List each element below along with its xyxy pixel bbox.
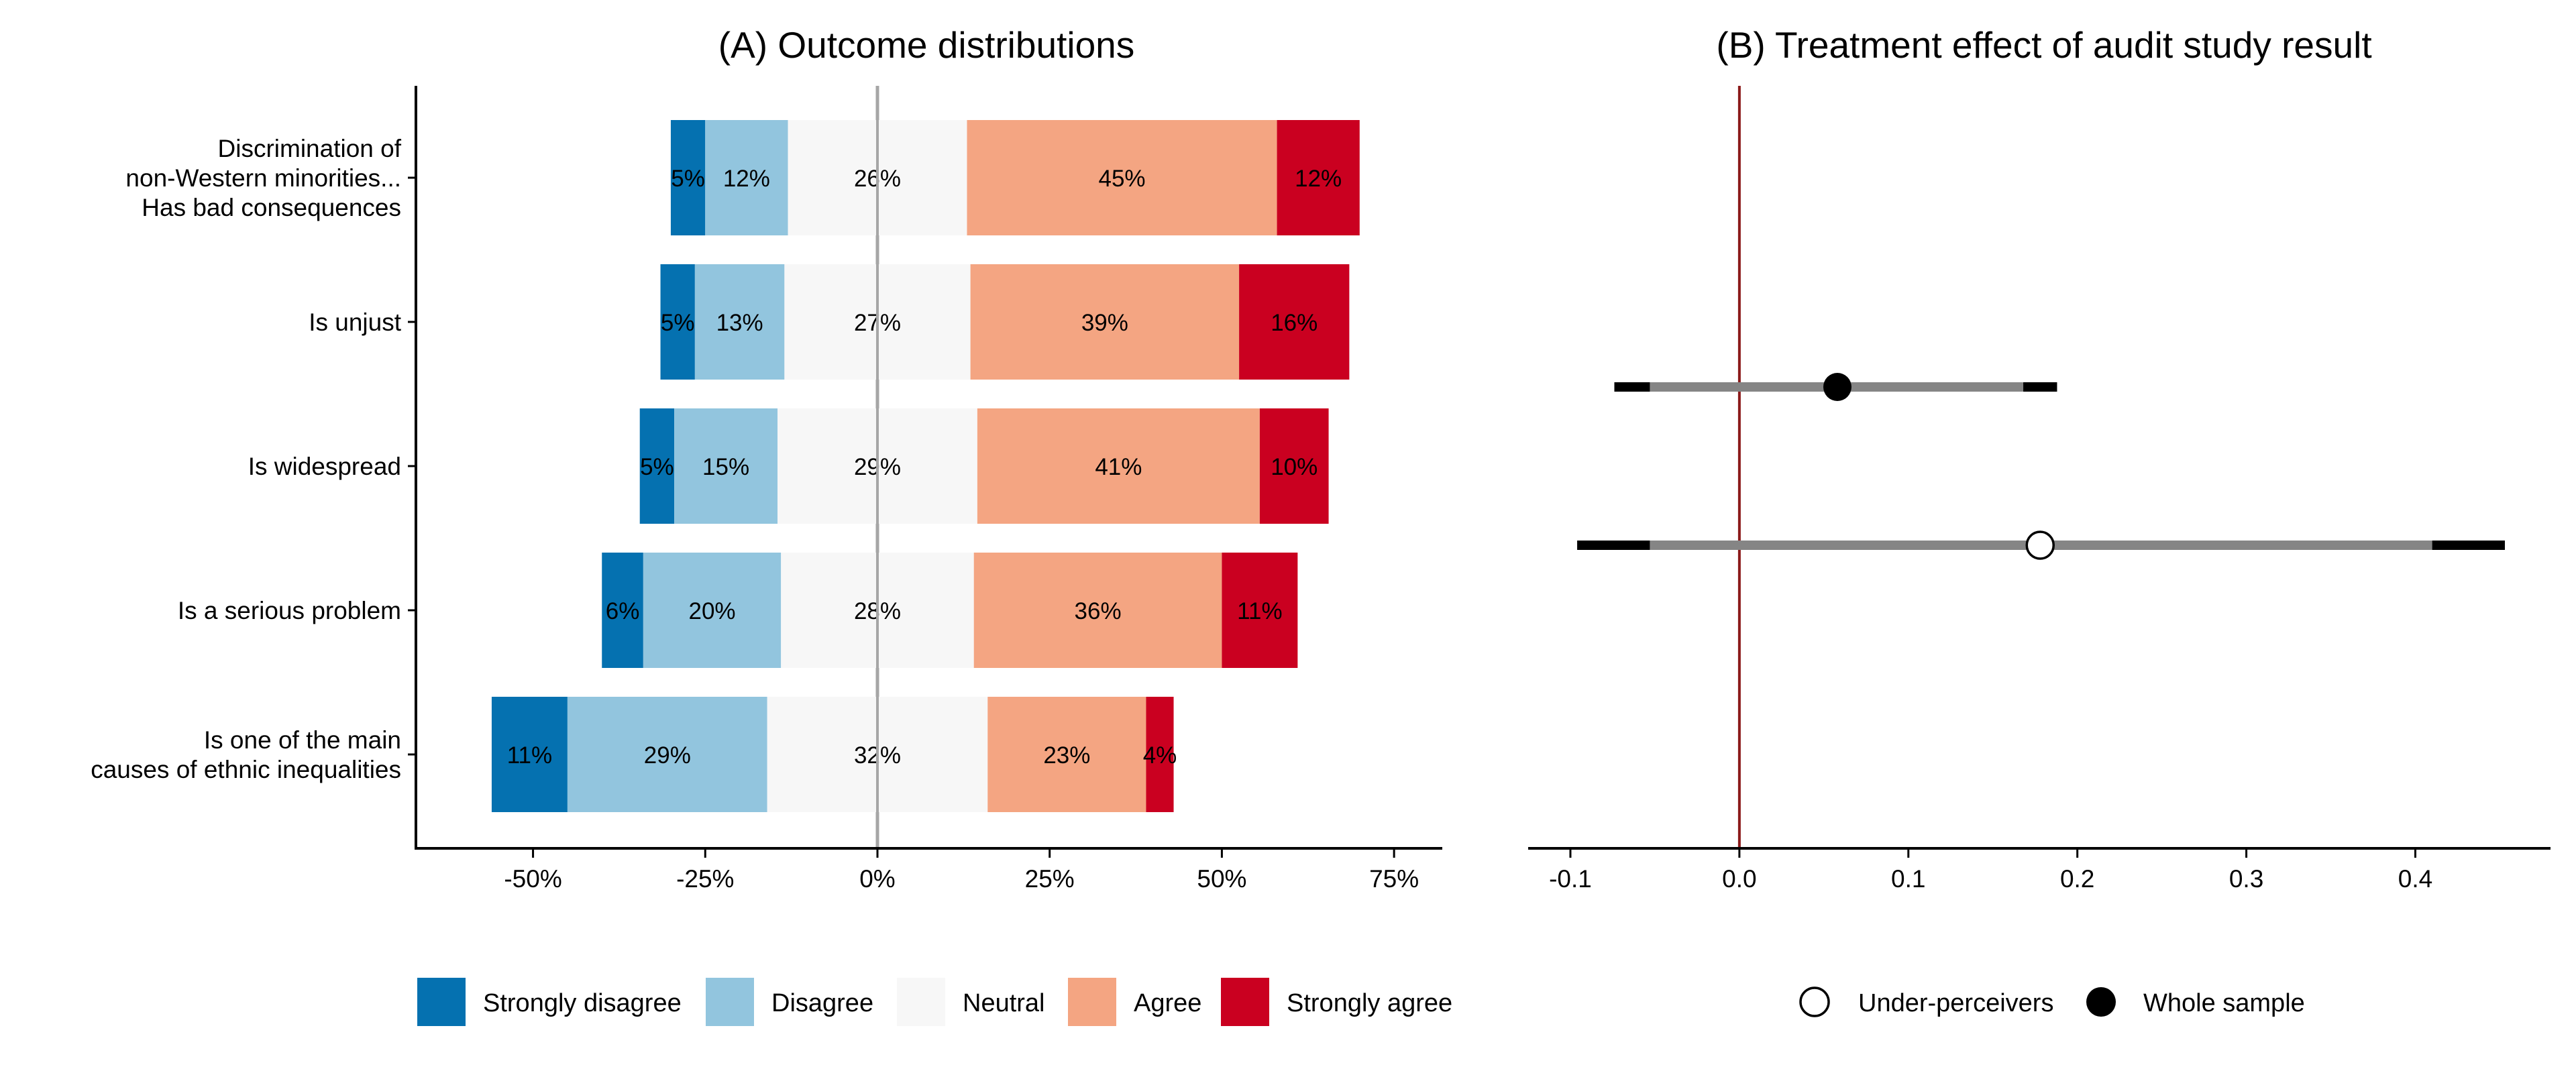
category-label: Is unjust <box>309 308 402 336</box>
legend-swatch <box>706 978 754 1026</box>
legend-marker-open <box>1799 986 1830 1017</box>
data-label: 6% <box>606 598 640 624</box>
bar-segment <box>670 120 706 235</box>
data-label: 5% <box>661 310 695 336</box>
bar-segment <box>1239 264 1350 380</box>
point-estimate <box>1823 373 1851 401</box>
category-label: Has bad consequences <box>142 194 401 221</box>
bar-segment <box>1222 553 1298 668</box>
legend-label: Neutral <box>963 989 1045 1017</box>
bar-segment <box>973 553 1222 668</box>
bar-segment <box>1259 408 1329 524</box>
bar-segment <box>660 264 695 380</box>
panel-b-legend: Under-perceivers Whole sample <box>1799 986 2305 1017</box>
bar-segment <box>674 408 778 524</box>
legend-label: Disagree <box>771 989 873 1017</box>
category-label: Is a serious problem <box>178 597 401 624</box>
data-label: 41% <box>1095 454 1142 480</box>
x-tick-label: 0.3 <box>2229 865 2263 893</box>
bar-segment <box>970 264 1240 380</box>
bar-segment <box>1277 120 1360 235</box>
x-tick-label: 0.0 <box>1722 865 1756 893</box>
panel-a-title: (A) Outcome distributions <box>718 24 1135 66</box>
x-tick-label: 0.2 <box>2060 865 2094 893</box>
x-tick-label: -50% <box>504 865 561 893</box>
category-label: causes of ethnic inequalities <box>91 756 401 783</box>
legend-swatch <box>1221 978 1269 1026</box>
legend-label: Under-perceivers <box>1858 989 2053 1017</box>
legend-label: Agree <box>1134 989 1201 1017</box>
legend-label: Strongly disagree <box>483 989 682 1017</box>
x-tick-label: 75% <box>1369 865 1419 893</box>
data-label: 11% <box>507 742 552 769</box>
data-label: 15% <box>702 454 749 480</box>
legend-swatch <box>1068 978 1116 1026</box>
legend-label: Strongly agree <box>1287 989 1452 1017</box>
data-label: 13% <box>716 310 763 336</box>
x-tick-label: -25% <box>676 865 734 893</box>
legend-marker-filled <box>2086 987 2116 1017</box>
legend-label: Whole sample <box>2143 989 2305 1017</box>
point-estimate <box>2025 530 2055 560</box>
data-label: 10% <box>1271 454 1318 480</box>
data-label: 29% <box>644 742 691 769</box>
data-label: 5% <box>640 454 674 480</box>
category-label: Is widespread <box>248 453 401 480</box>
data-label: 16% <box>1271 310 1318 336</box>
bar-segment <box>705 120 788 235</box>
bar-segment <box>967 120 1277 235</box>
legend-swatch <box>897 978 945 1026</box>
data-label: 20% <box>689 598 736 624</box>
bar-segment <box>1146 697 1174 812</box>
data-label: 12% <box>1295 166 1342 192</box>
data-label: 45% <box>1098 166 1145 192</box>
panel-a-legend: Strongly disagree Disagree Neutral Agree Str… <box>417 978 1452 1026</box>
x-tick-label: 50% <box>1197 865 1246 893</box>
data-label: 11% <box>1237 598 1282 624</box>
x-tick-label: 0.1 <box>1891 865 1925 893</box>
data-label: 4% <box>1143 742 1177 769</box>
panel-a-plot: 5% 12% 26% 45% 12%Discrimination ofnon-Weste… <box>91 86 1442 893</box>
bar-segment <box>639 408 675 524</box>
data-label: 39% <box>1081 310 1128 336</box>
x-tick-label: 0% <box>859 865 895 893</box>
category-label: Is one of the main <box>204 726 401 754</box>
data-label: 36% <box>1075 598 1122 624</box>
panel-b-plot: -0.1 0.0 0.1 0.2 0.3 0.4 <box>1528 86 2551 893</box>
category-label: non-Western minorities... <box>125 164 401 192</box>
data-label: 23% <box>1043 742 1090 769</box>
bar-segment <box>694 264 785 380</box>
legend-swatch <box>417 978 466 1026</box>
bar-segment <box>491 697 568 812</box>
data-label: 12% <box>723 166 770 192</box>
bar-segment <box>987 697 1146 812</box>
x-tick-label: 0.4 <box>2398 865 2432 893</box>
bar-segment <box>643 553 782 668</box>
bar-segment <box>567 697 767 812</box>
panel-b-title: (B) Treatment effect of audit study resu… <box>1716 24 2371 66</box>
x-tick-label: -0.1 <box>1549 865 1592 893</box>
bar-segment <box>602 553 643 668</box>
bar-segment <box>977 408 1260 524</box>
category-label: Discrimination of <box>218 135 402 162</box>
data-label: 5% <box>671 166 705 192</box>
x-tick-label: 25% <box>1025 865 1075 893</box>
